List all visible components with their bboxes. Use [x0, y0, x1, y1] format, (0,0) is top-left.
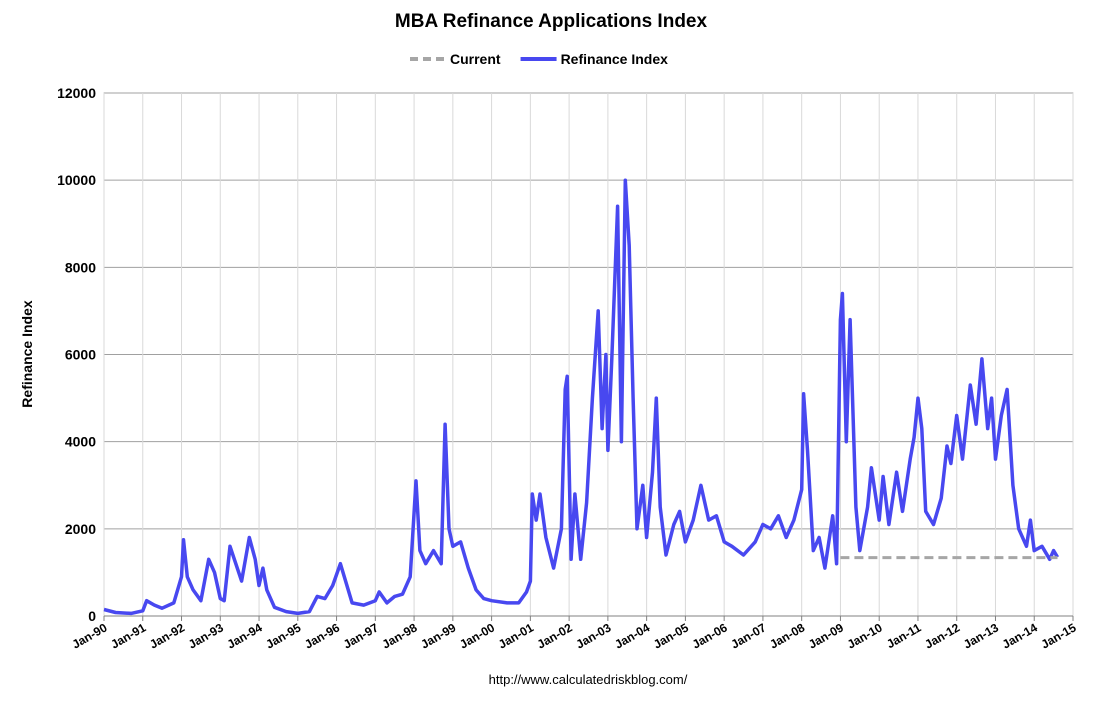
- series-line: [103, 178, 1060, 616]
- y-tick-label: 4000: [65, 434, 96, 450]
- y-tick-label: 0: [88, 608, 96, 624]
- y-tick-label: 8000: [65, 259, 96, 275]
- y-tick-label: 6000: [65, 347, 96, 363]
- source: http://www.calculatedriskblog.com/: [489, 672, 688, 687]
- y-tick-label: 2000: [65, 521, 96, 537]
- legend-label: Refinance Index: [561, 51, 669, 67]
- y-tick-label: 12000: [57, 85, 96, 101]
- legend-label: Current: [450, 51, 501, 67]
- chart-title: MBA Refinance Applications Index: [395, 11, 708, 32]
- y-axis-label: Refinance Index: [19, 300, 35, 408]
- y-tick-label: 10000: [57, 172, 96, 188]
